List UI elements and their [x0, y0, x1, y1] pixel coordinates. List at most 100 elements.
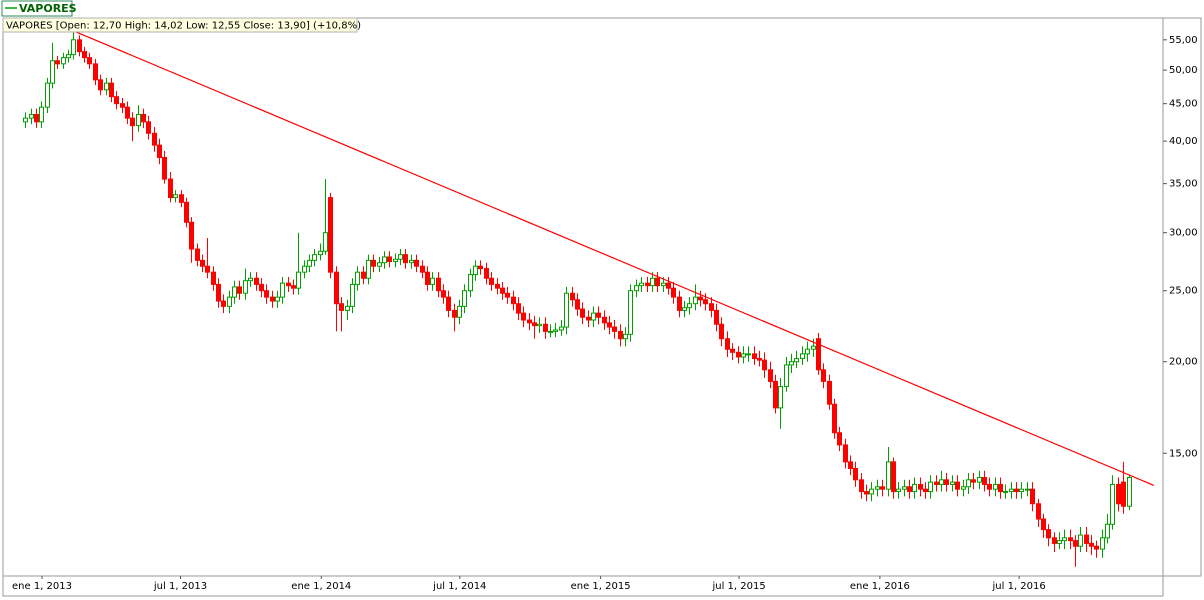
candle-body: [934, 481, 939, 485]
candle-body: [323, 232, 328, 252]
x-tick-label: jul 1, 2016: [992, 581, 1046, 592]
x-tick-label: ene 1, 2015: [571, 581, 631, 592]
candle-body: [548, 330, 553, 333]
candle-body: [104, 82, 109, 91]
candle-body: [1078, 534, 1083, 547]
candle-body: [784, 364, 789, 388]
candle-body: [1052, 537, 1057, 544]
candle-body: [794, 358, 799, 363]
candle-body: [152, 132, 157, 146]
candle-body: [414, 259, 419, 267]
x-axis-panel: [2, 575, 1164, 597]
candle-body: [1062, 537, 1067, 542]
candle-body: [339, 303, 344, 311]
candle-body: [409, 259, 414, 264]
candle-body: [607, 322, 612, 328]
candle-body: [66, 54, 71, 59]
candle-body: [741, 353, 746, 358]
candle-body: [993, 483, 998, 490]
candle-body: [950, 481, 955, 485]
candle-body: [912, 483, 917, 493]
candle-body: [168, 178, 173, 199]
info-label: VAPORES [Open: 12,70 High: 14,02 Low: 12…: [6, 21, 361, 32]
candle-body: [1019, 488, 1024, 493]
candle-body: [484, 268, 489, 279]
candle-body: [955, 481, 960, 490]
candle-body: [270, 296, 275, 302]
candle-body: [307, 259, 312, 267]
candle-body: [816, 338, 821, 371]
candle-body: [864, 491, 869, 495]
candle-body: [398, 254, 403, 260]
candle-body: [1089, 542, 1094, 547]
legend-box: [1, 0, 73, 17]
candle-body: [371, 259, 376, 267]
candle-body: [200, 259, 205, 267]
candle-body: [87, 57, 92, 65]
candle-body: [1014, 488, 1019, 493]
candle-body: [789, 361, 794, 366]
candle-body: [837, 432, 842, 446]
candle-body: [848, 461, 853, 469]
candle-body: [71, 39, 76, 56]
candle-body: [473, 265, 478, 276]
candles: [23, 25, 1132, 567]
candle-body: [832, 403, 837, 434]
candle-body: [98, 79, 103, 91]
candle-body: [918, 483, 923, 490]
candle-body: [114, 96, 119, 105]
candle-body: [682, 307, 687, 311]
candle-body: [211, 271, 216, 285]
candle-body: [618, 330, 623, 340]
candle-body: [987, 483, 992, 490]
candle-body: [109, 82, 114, 98]
trend-line: [70, 29, 1155, 486]
candle-body: [1121, 481, 1126, 507]
candle-body: [768, 369, 773, 382]
candle-body: [661, 282, 666, 287]
candle-body: [1100, 537, 1105, 550]
y-tick-label: 45,00: [1169, 99, 1198, 110]
candle-body: [1025, 488, 1030, 491]
candle-body: [436, 277, 441, 292]
candle-body: [1084, 534, 1089, 544]
candle-body: [462, 290, 467, 307]
candle-body: [736, 351, 741, 358]
candle-body: [403, 254, 408, 264]
candle-body: [961, 486, 966, 490]
candle-body: [671, 287, 676, 298]
candle-body: [23, 117, 28, 123]
candle-body: [29, 113, 34, 119]
candle-body: [312, 254, 317, 261]
candle-body: [1110, 483, 1115, 525]
candle-body: [843, 444, 848, 463]
candle-body: [393, 258, 398, 263]
candle-body: [1068, 537, 1073, 542]
candle-body: [553, 329, 558, 332]
candle-body: [184, 201, 189, 223]
candle-body: [928, 481, 933, 493]
candle-body: [746, 353, 751, 356]
candle-body: [248, 277, 253, 282]
candle-body: [55, 60, 60, 65]
candle-body: [468, 274, 473, 292]
candle-body: [891, 461, 896, 493]
candle-body: [752, 353, 757, 360]
candle-body: [280, 282, 285, 298]
candle-body: [527, 319, 532, 324]
candle-body: [162, 156, 167, 180]
candle-body: [757, 358, 762, 361]
candle-body: [328, 197, 333, 273]
candle-body: [650, 277, 655, 287]
candle-body: [82, 51, 87, 59]
candle-body: [205, 265, 210, 273]
candle-body: [971, 479, 976, 483]
candle-body: [805, 348, 810, 355]
candle-body: [446, 296, 451, 311]
y-tick-label: 40,00: [1169, 136, 1198, 147]
candle-body: [157, 144, 162, 158]
candle-body: [1116, 483, 1121, 505]
candle-body: [45, 82, 50, 108]
candle-body: [998, 483, 1003, 493]
candle-body: [532, 322, 537, 327]
